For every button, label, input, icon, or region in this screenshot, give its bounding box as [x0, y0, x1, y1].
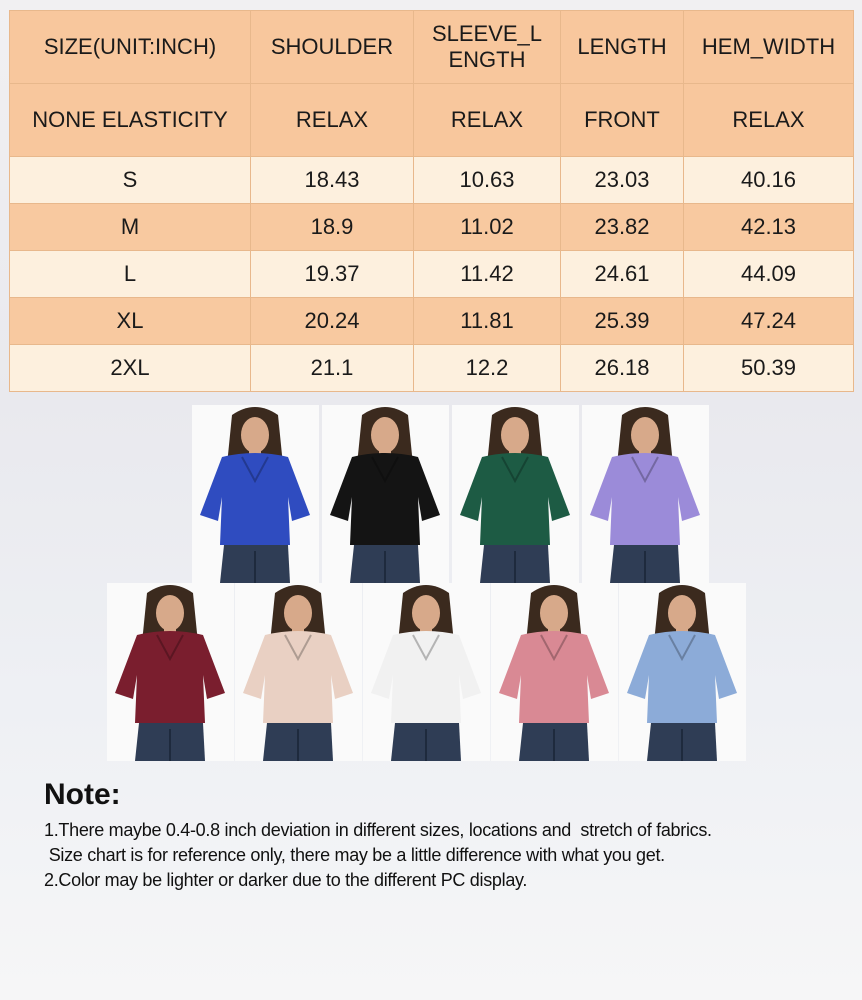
header-cell: HEM_WIDTH: [683, 10, 854, 84]
measurement-cell: 11.42: [413, 250, 561, 298]
measurement-cell: 10.63: [413, 156, 561, 204]
note-line: 2.Color may be lighter or darker due to …: [44, 870, 528, 890]
notes-section: Note: 1.There maybe 0.4-0.8 inch deviati…: [44, 778, 712, 893]
product-photo-green: [452, 405, 579, 583]
header-cell: RELAX: [413, 83, 561, 157]
header-cell: SIZE(UNIT:INCH): [9, 10, 251, 84]
measurement-cell: 23.82: [560, 203, 684, 251]
size-row: M 18.9 11.02 23.82 42.13: [9, 203, 854, 251]
measurement-cell: 47.24: [683, 297, 854, 345]
header-cell: LENGTH: [560, 10, 684, 84]
size-label-cell: S: [9, 156, 251, 204]
header-cell: NONE ELASTICITY: [9, 83, 251, 157]
note-line: Size chart is for reference only, there …: [44, 845, 665, 865]
measurement-cell: 18.9: [250, 203, 414, 251]
measurement-cell: 25.39: [560, 297, 684, 345]
measurement-cell: 40.16: [683, 156, 854, 204]
product-photo-beige: [235, 583, 362, 761]
header-row-measurements: SIZE(UNIT:INCH) SHOULDER SLEEVE_L ENGTH …: [9, 10, 854, 84]
size-row: S 18.43 10.63 23.03 40.16: [9, 156, 854, 204]
product-photo-pink: [491, 583, 618, 761]
product-photo-blue: [192, 405, 319, 583]
header-cell: SLEEVE_L ENGTH: [413, 10, 561, 84]
measurement-cell: 12.2: [413, 344, 561, 392]
product-photo-black: [322, 405, 449, 583]
size-chart-table: SIZE(UNIT:INCH) SHOULDER SLEEVE_L ENGTH …: [9, 10, 854, 392]
size-label-cell: 2XL: [9, 344, 251, 392]
header-cell: RELAX: [250, 83, 414, 157]
measurement-cell: 21.1: [250, 344, 414, 392]
notes-title: Note:: [44, 778, 121, 811]
size-row: 2XL 21.1 12.2 26.18 50.39: [9, 344, 854, 392]
size-row: XL 20.24 11.81 25.39 47.24: [9, 297, 854, 345]
size-label-cell: M: [9, 203, 251, 251]
measurement-cell: 42.13: [683, 203, 854, 251]
size-label-cell: L: [9, 250, 251, 298]
measurement-cell: 19.37: [250, 250, 414, 298]
size-label-cell: XL: [9, 297, 251, 345]
product-photo-light-blue: [619, 583, 746, 761]
measurement-cell: 44.09: [683, 250, 854, 298]
measurement-cell: 18.43: [250, 156, 414, 204]
header-cell: RELAX: [683, 83, 854, 157]
measurement-cell: 20.24: [250, 297, 414, 345]
header-cell: SHOULDER: [250, 10, 414, 84]
measurement-cell: 24.61: [560, 250, 684, 298]
measurement-cell: 11.02: [413, 203, 561, 251]
product-photo-burgundy: [107, 583, 234, 761]
measurement-cell: 11.81: [413, 297, 561, 345]
measurement-cell: 23.03: [560, 156, 684, 204]
product-photo-white: [363, 583, 490, 761]
measurement-cell: 50.39: [683, 344, 854, 392]
header-row-fit: NONE ELASTICITY RELAX RELAX FRONT RELAX: [9, 83, 854, 157]
note-line: 1.There maybe 0.4-0.8 inch deviation in …: [44, 820, 712, 840]
measurement-cell: 26.18: [560, 344, 684, 392]
size-row: L 19.37 11.42 24.61 44.09: [9, 250, 854, 298]
product-photo-lavender: [582, 405, 709, 583]
header-cell: FRONT: [560, 83, 684, 157]
